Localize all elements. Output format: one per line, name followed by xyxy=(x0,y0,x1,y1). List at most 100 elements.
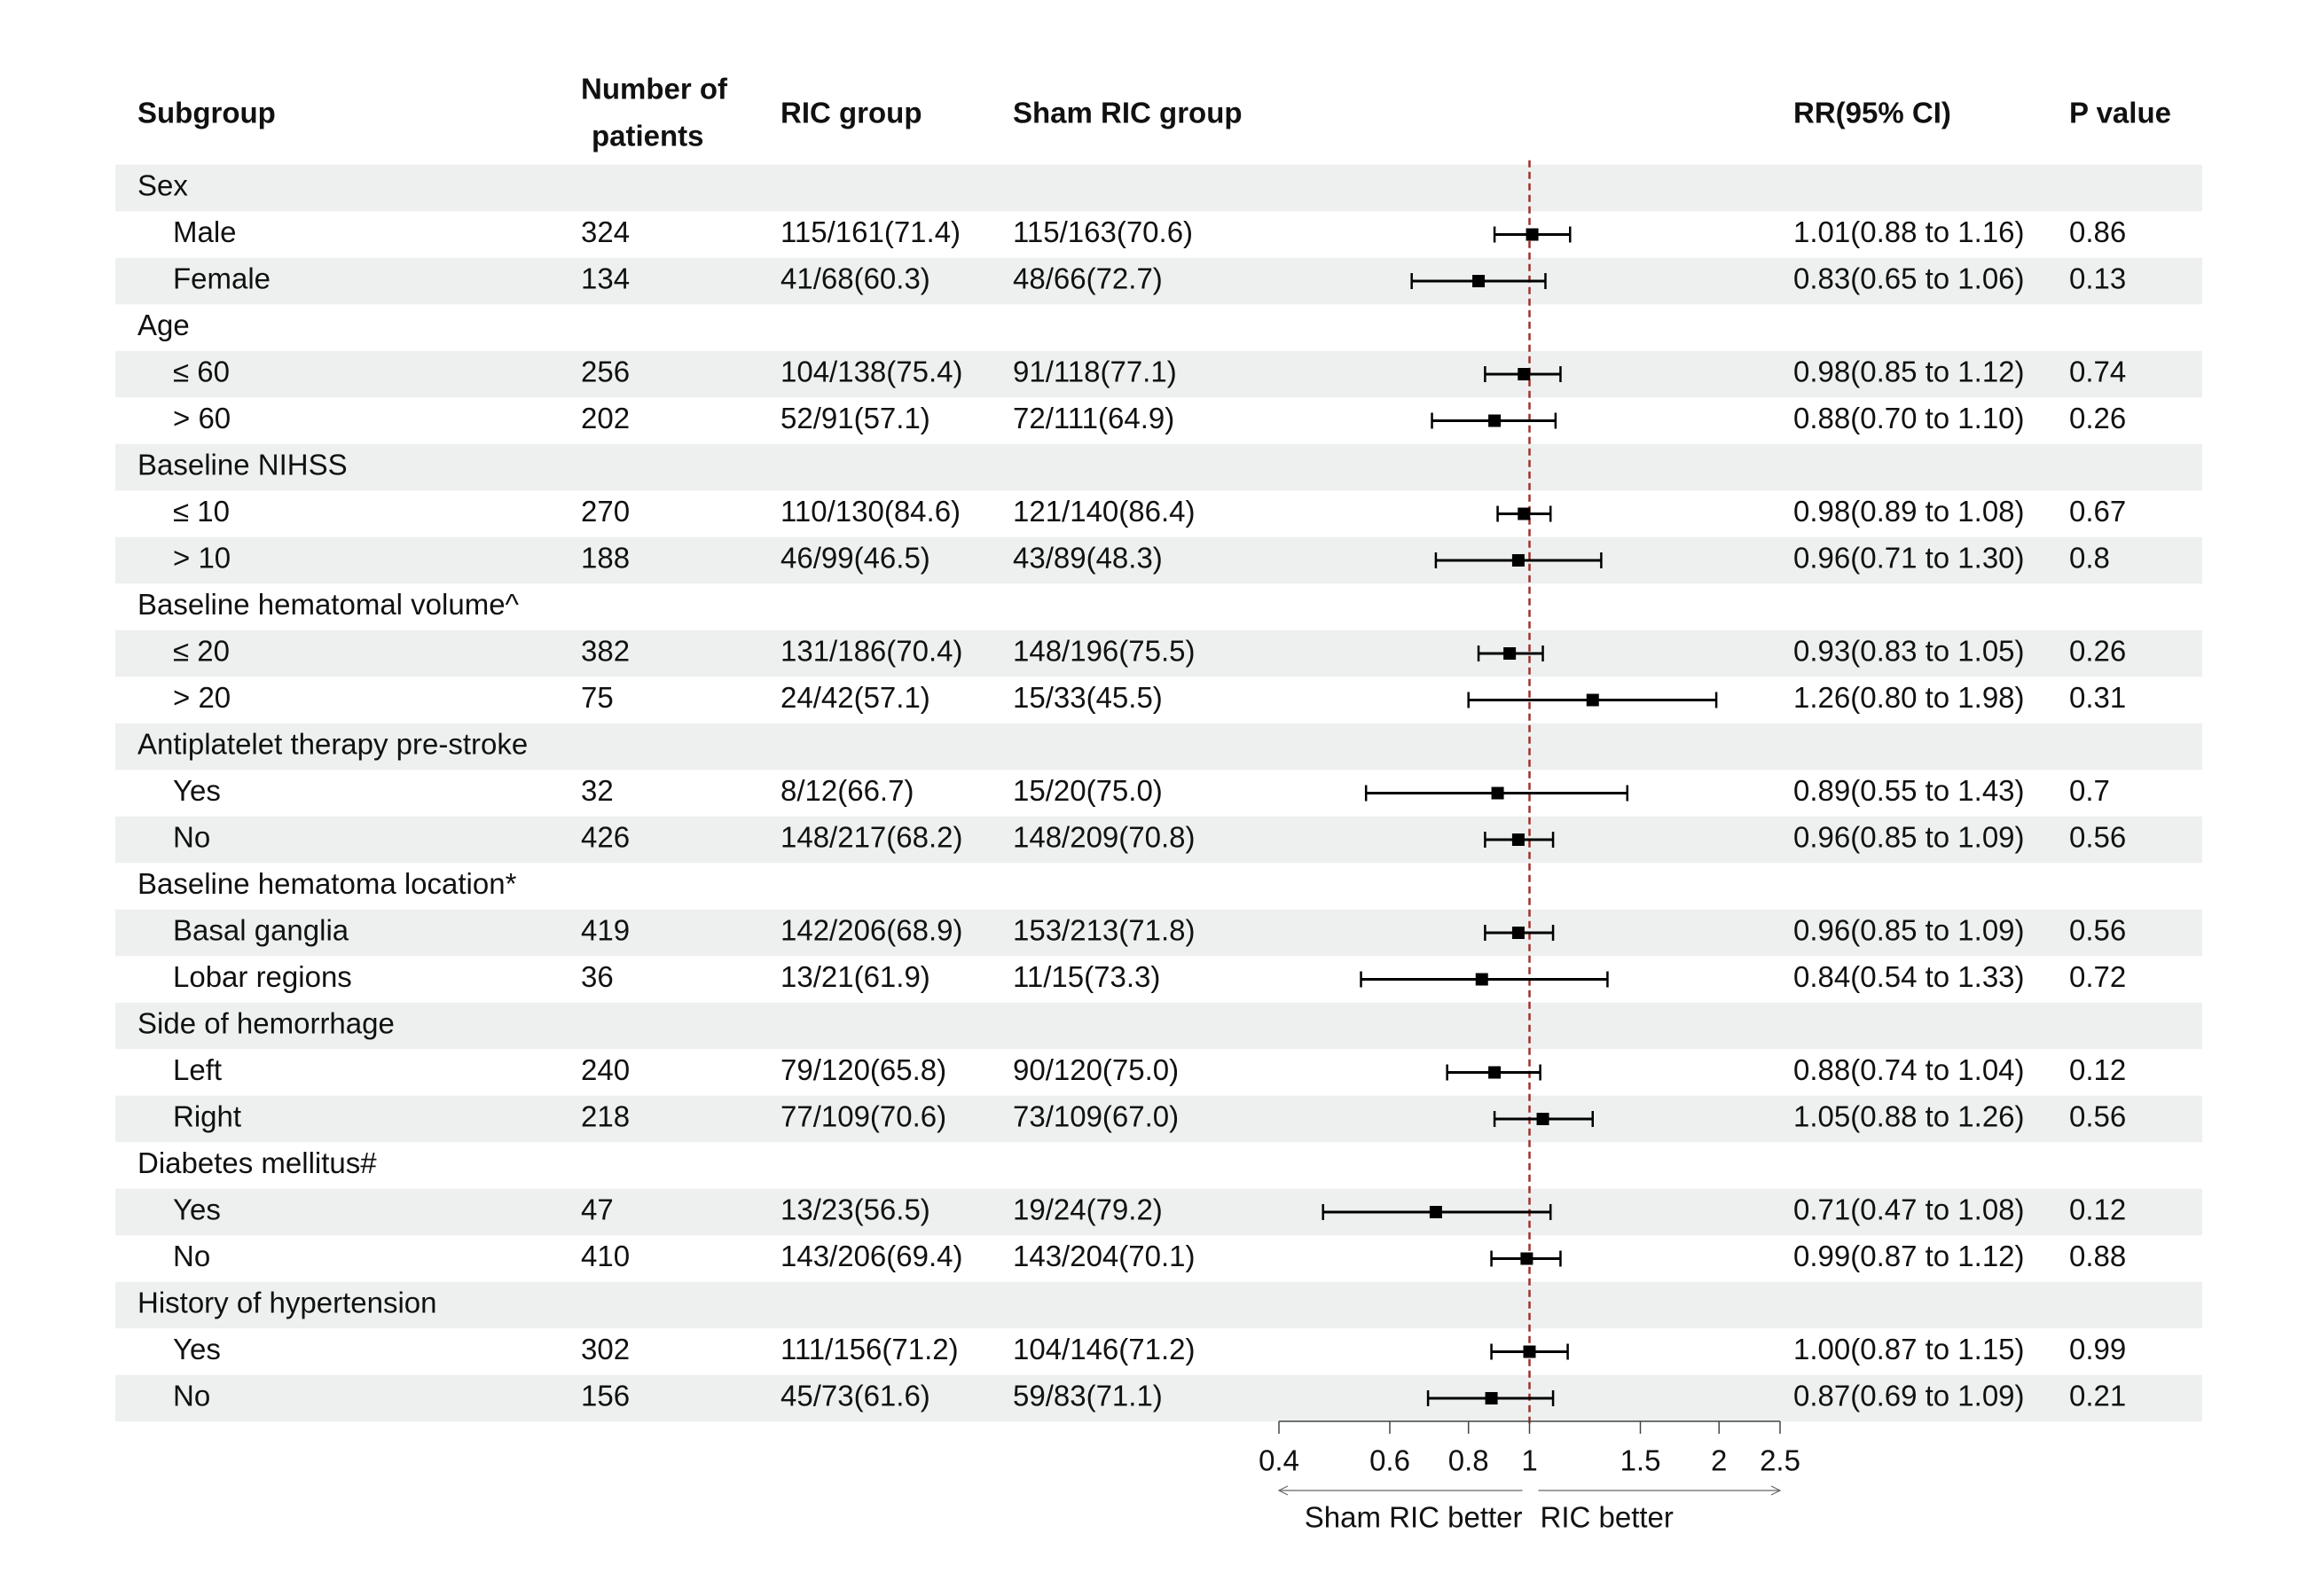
cell-ric: 148/217(68.2) xyxy=(780,821,963,854)
header: P value xyxy=(2069,97,2171,129)
cell-n: 202 xyxy=(581,402,630,434)
point-estimate xyxy=(1488,414,1502,427)
cell-ric: 46/99(46.5) xyxy=(780,542,930,575)
cell-sham: 72/111(64.9) xyxy=(1013,402,1174,434)
cell-sham: 148/209(70.8) xyxy=(1013,821,1196,854)
header: RR(95% CI) xyxy=(1793,97,1951,129)
cell-sham: 143/204(70.1) xyxy=(1013,1240,1196,1272)
row-label: ≤ 10 xyxy=(173,495,230,528)
cell-ric: 13/23(56.5) xyxy=(780,1193,930,1226)
cell-n: 75 xyxy=(581,681,614,714)
cell-rr: 0.96(0.85 to 1.09) xyxy=(1793,821,2025,854)
cell-n: 419 xyxy=(581,914,630,947)
row-label: No xyxy=(173,821,210,854)
cell-sham: 15/33(45.5) xyxy=(1013,681,1163,714)
cell-rr: 0.96(0.71 to 1.30) xyxy=(1793,542,2025,575)
cell-sham: 73/109(67.0) xyxy=(1013,1100,1179,1133)
point-estimate xyxy=(1518,507,1531,520)
cell-p: 0.56 xyxy=(2069,821,2126,854)
row-label: No xyxy=(173,1380,210,1412)
cell-ric: 142/206(68.9) xyxy=(780,914,963,947)
x-tick-label: 0.6 xyxy=(1369,1444,1410,1477)
cell-sham: 48/66(72.7) xyxy=(1013,262,1163,295)
cell-ric: 45/73(61.6) xyxy=(780,1380,930,1412)
row-label: Antiplatelet therapy pre-stroke xyxy=(137,728,528,761)
cell-n: 36 xyxy=(581,960,614,993)
row-label: ≤ 20 xyxy=(173,635,230,668)
row-label: Male xyxy=(173,215,237,248)
point-estimate xyxy=(1536,1113,1549,1125)
row-label: Yes xyxy=(173,774,221,807)
row-label: > 10 xyxy=(173,542,231,575)
row-label: Lobar regions xyxy=(173,960,352,993)
point-estimate xyxy=(1511,927,1525,939)
cell-sham: 43/89(48.3) xyxy=(1013,542,1163,575)
header: Subgroup xyxy=(137,97,276,129)
row-label: Sex xyxy=(137,169,188,202)
cell-p: 0.86 xyxy=(2069,215,2126,248)
row-label: ≤ 60 xyxy=(173,356,230,388)
cell-sham: 148/196(75.5) xyxy=(1013,635,1196,668)
header: Sham RIC group xyxy=(1013,97,1243,129)
row-band xyxy=(115,536,2202,584)
cell-p: 0.13 xyxy=(2069,262,2126,295)
cell-sham: 104/146(71.2) xyxy=(1013,1333,1196,1365)
row-label: Basal ganglia xyxy=(173,914,349,947)
row-label: Female xyxy=(173,262,271,295)
cell-rr: 0.71(0.47 to 1.08) xyxy=(1793,1193,2025,1226)
cell-ric: 111/156(71.2) xyxy=(780,1333,959,1365)
row-label: Yes xyxy=(173,1333,221,1365)
row-band xyxy=(115,1002,2202,1050)
cell-p: 0.26 xyxy=(2069,635,2126,668)
right-arrowhead xyxy=(1770,1485,1782,1496)
header: patients xyxy=(592,120,704,153)
row-label: Side of hemorrhage xyxy=(137,1007,395,1040)
row-band xyxy=(115,816,2202,864)
cell-rr: 0.96(0.85 to 1.09) xyxy=(1793,914,2025,947)
point-estimate xyxy=(1488,1066,1502,1079)
row-label: Yes xyxy=(173,1193,221,1226)
cell-rr: 0.83(0.65 to 1.06) xyxy=(1793,262,2025,295)
cell-p: 0.99 xyxy=(2069,1333,2126,1365)
x-tick-label: 1 xyxy=(1521,1444,1537,1477)
row-band xyxy=(115,257,2202,305)
x-tick-label: 0.4 xyxy=(1259,1444,1299,1477)
cell-sham: 11/15(73.3) xyxy=(1013,960,1160,993)
cell-n: 134 xyxy=(581,262,630,295)
cell-p: 0.74 xyxy=(2069,356,2126,388)
cell-sham: 115/163(70.6) xyxy=(1013,215,1193,248)
point-estimate xyxy=(1511,554,1525,567)
row-label: Baseline hematomal volume^ xyxy=(137,588,520,621)
cell-ric: 77/109(70.6) xyxy=(780,1100,946,1133)
x-tick-label: 2 xyxy=(1711,1444,1727,1477)
cell-ric: 131/186(70.4) xyxy=(780,635,963,668)
point-estimate xyxy=(1503,647,1517,660)
cell-p: 0.56 xyxy=(2069,1100,2126,1133)
point-estimate xyxy=(1511,833,1525,846)
cell-p: 0.67 xyxy=(2069,495,2126,528)
cell-n: 32 xyxy=(581,774,614,807)
cell-p: 0.8 xyxy=(2069,542,2110,575)
header: RIC group xyxy=(780,97,922,129)
cell-p: 0.21 xyxy=(2069,1380,2126,1412)
cell-n: 410 xyxy=(581,1240,630,1272)
cell-rr: 1.26(0.80 to 1.98) xyxy=(1793,681,2025,714)
row-label: > 20 xyxy=(173,681,231,714)
point-estimate xyxy=(1586,693,1599,707)
cell-rr: 0.88(0.70 to 1.10) xyxy=(1793,402,2025,434)
cell-n: 426 xyxy=(581,821,630,854)
cell-ric: 110/130(84.6) xyxy=(780,495,961,528)
point-estimate xyxy=(1475,973,1488,986)
row-band xyxy=(115,1095,2202,1143)
x-tick-label: 0.8 xyxy=(1448,1444,1489,1477)
cell-rr: 1.05(0.88 to 1.26) xyxy=(1793,1100,2025,1133)
cell-sham: 91/118(77.1) xyxy=(1013,356,1177,388)
cell-rr: 0.84(0.54 to 1.33) xyxy=(1793,960,2025,993)
cell-rr: 0.99(0.87 to 1.12) xyxy=(1793,1240,2025,1272)
cell-ric: 13/21(61.9) xyxy=(780,960,930,993)
cell-n: 324 xyxy=(581,215,630,248)
row-label: No xyxy=(173,1240,210,1272)
header: Number of xyxy=(581,73,728,106)
point-estimate xyxy=(1491,786,1504,800)
